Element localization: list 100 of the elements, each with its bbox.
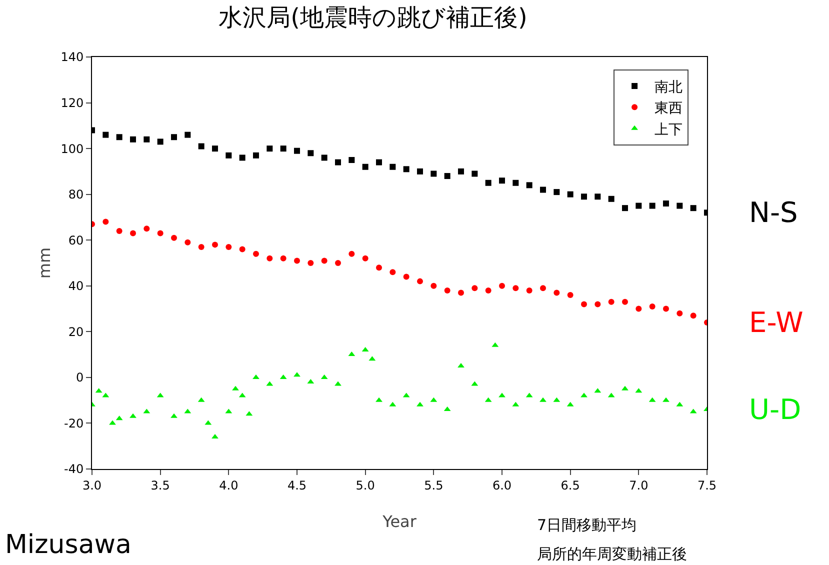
point: [157, 230, 164, 236]
point: [676, 310, 683, 316]
text: Mizusawa: [5, 530, 132, 560]
point: [184, 132, 191, 138]
point: [239, 246, 246, 252]
point: [226, 244, 232, 250]
point: [403, 166, 410, 172]
point: [390, 164, 396, 170]
point: [485, 287, 492, 294]
y-tick-label: 60: [68, 233, 84, 248]
point: [130, 413, 136, 418]
x-tick-label: 5.0: [356, 478, 375, 492]
point: [580, 392, 588, 398]
point: [417, 278, 423, 284]
point: [198, 244, 204, 250]
point: [498, 392, 506, 398]
point: [512, 180, 519, 186]
text: 7日間移動平均: [537, 516, 637, 534]
point: [649, 202, 656, 209]
text: N-S: [749, 196, 798, 229]
point: [294, 372, 300, 377]
chart-title: 水沢局(地震時の跳び補正後): [218, 3, 528, 32]
point: [608, 196, 614, 202]
y-axis-title: mm: [35, 247, 54, 279]
point: [321, 258, 328, 264]
point: [594, 301, 601, 308]
text: 局所的年周変動補正後: [537, 545, 687, 563]
point: [184, 239, 191, 246]
point: [130, 136, 136, 142]
x-tick-label: 4.5: [287, 478, 307, 492]
point: [540, 186, 546, 193]
point: [540, 285, 546, 292]
point: [485, 180, 492, 186]
point: [308, 150, 314, 156]
point: [499, 282, 505, 289]
x-tick-label: 4.0: [219, 478, 238, 492]
point: [512, 285, 519, 292]
point: [526, 182, 532, 188]
point: [308, 260, 314, 266]
point: [430, 282, 437, 289]
point: [636, 202, 642, 209]
point: [690, 205, 696, 212]
x-tick-label: 5.5: [424, 478, 444, 492]
point: [581, 301, 587, 308]
point: [554, 290, 560, 296]
point: [362, 255, 368, 262]
point: [130, 230, 136, 236]
point: [171, 134, 177, 140]
point: [144, 136, 150, 142]
point: [280, 146, 286, 152]
x-tick-label: 7.0: [629, 478, 648, 492]
point: [170, 413, 178, 418]
point: [335, 260, 341, 266]
point: [266, 146, 273, 152]
point: [376, 159, 382, 166]
point: [102, 218, 109, 225]
point: [232, 386, 239, 390]
y-tick-label: 120: [60, 96, 84, 110]
legend-label: 南北: [654, 79, 683, 96]
y-tick-label: 20: [68, 324, 84, 339]
point: [622, 386, 628, 390]
point: [622, 205, 628, 212]
point: [144, 226, 150, 232]
point: [171, 234, 177, 241]
point: [266, 255, 273, 262]
point: [430, 170, 437, 177]
point: [335, 159, 341, 166]
point: [663, 306, 669, 312]
point: [567, 292, 574, 298]
point: [472, 285, 478, 292]
y-tick-label: 140: [60, 50, 84, 64]
point: [416, 402, 424, 406]
point: [348, 250, 355, 257]
point: [662, 397, 670, 402]
point: [226, 152, 232, 158]
point: [444, 173, 450, 180]
point: [321, 154, 328, 161]
point: [472, 170, 478, 177]
x-axis-title: Year: [382, 512, 417, 531]
point: [252, 374, 260, 379]
point: [280, 255, 286, 262]
point: [526, 287, 532, 294]
point: [444, 287, 450, 294]
point: [294, 258, 300, 264]
point: [376, 264, 382, 271]
point: [390, 269, 396, 276]
x-tick-label: 6.0: [492, 478, 512, 492]
point: [109, 420, 116, 425]
y-tick-label: 40: [68, 279, 84, 294]
point: [157, 138, 164, 145]
point: [608, 298, 614, 305]
point: [212, 434, 218, 438]
point: [676, 202, 683, 209]
point: [403, 274, 410, 280]
point: [581, 194, 587, 200]
point: [212, 242, 218, 248]
text: U-D: [749, 393, 802, 426]
point: [239, 154, 246, 161]
y-tick-label: -40: [64, 462, 84, 476]
point: [253, 152, 259, 158]
